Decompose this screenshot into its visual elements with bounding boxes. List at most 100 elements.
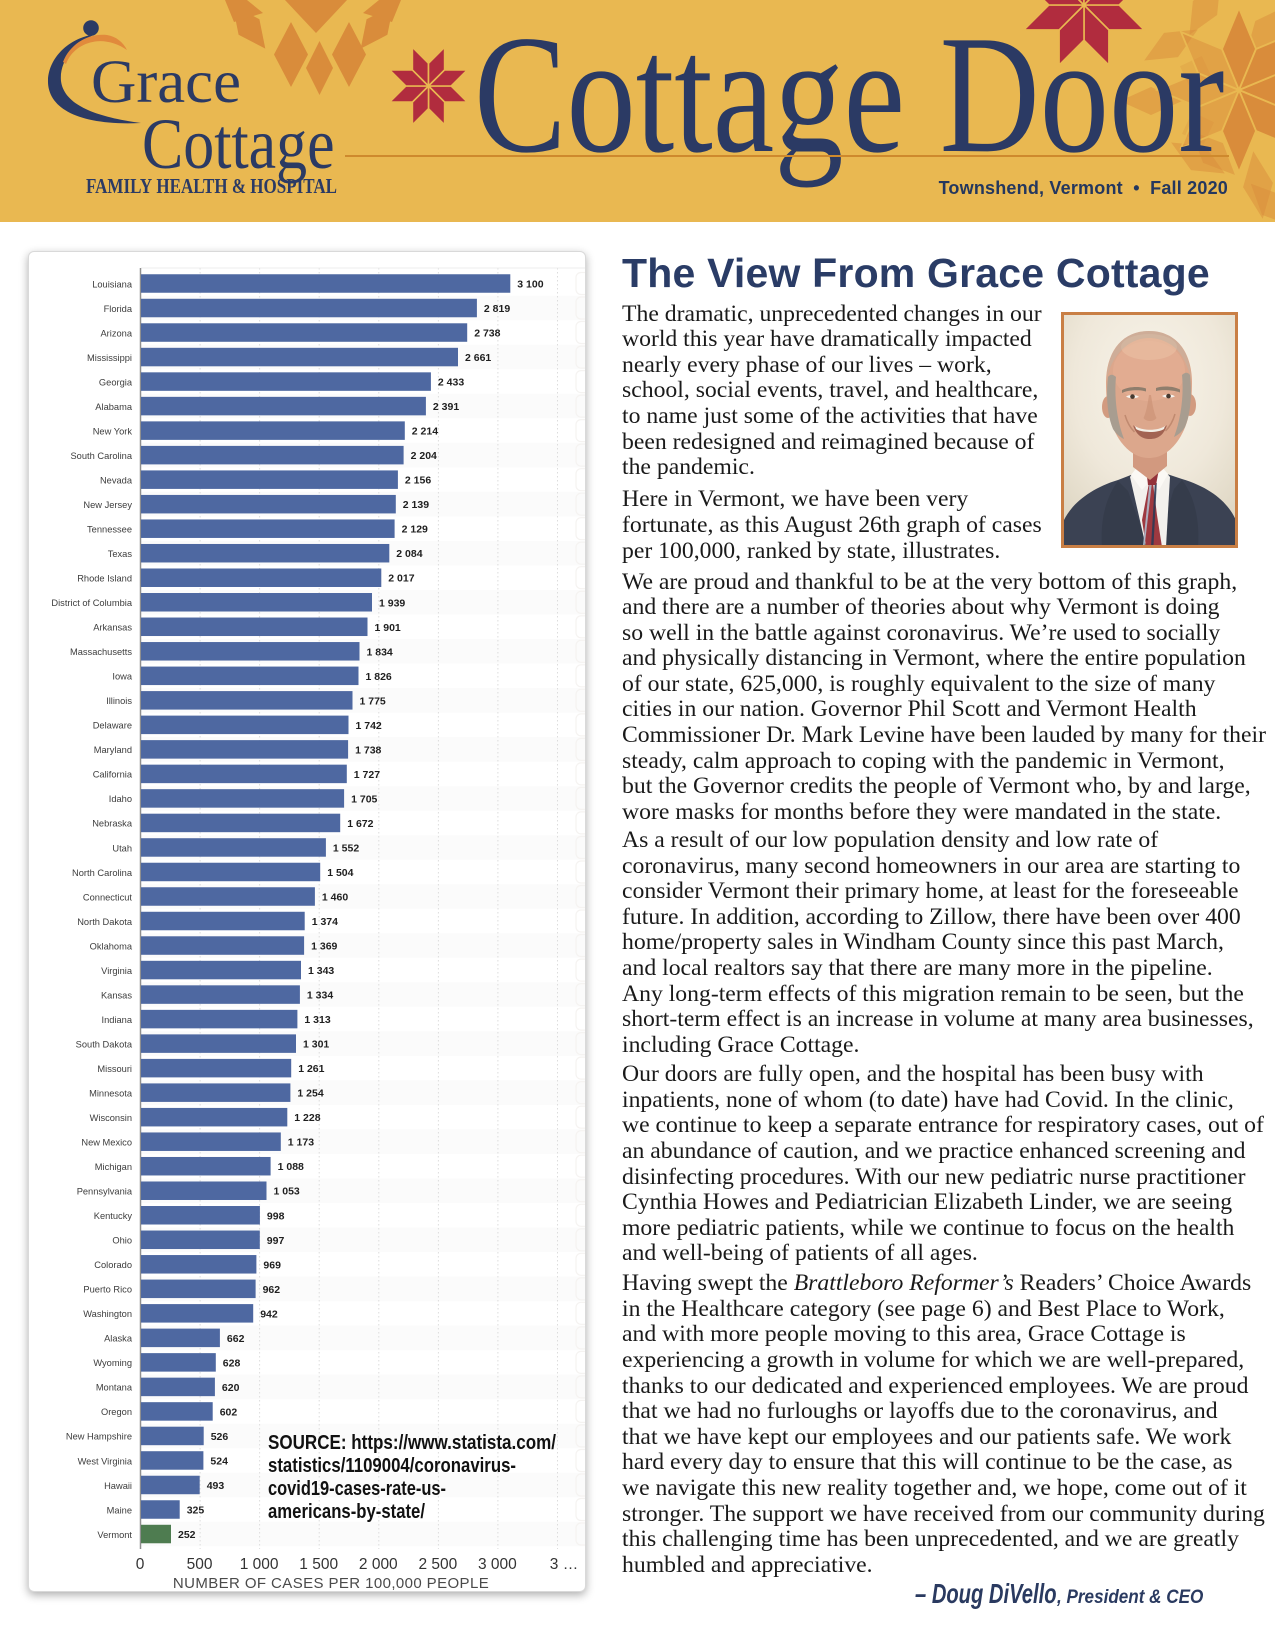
svg-text:662: 662 — [227, 1333, 245, 1345]
svg-text:Puerto Rico: Puerto Rico — [83, 1285, 132, 1295]
svg-text:1 775: 1 775 — [360, 695, 386, 707]
svg-text:Nevada: Nevada — [100, 476, 133, 486]
svg-text:Delaware: Delaware — [93, 721, 132, 731]
svg-text:Vermont: Vermont — [97, 1530, 132, 1540]
svg-text:0: 0 — [136, 1556, 145, 1573]
svg-text:Maine: Maine — [107, 1505, 132, 1515]
svg-text:Utah: Utah — [112, 843, 132, 853]
svg-text:2 156: 2 156 — [405, 475, 431, 487]
svg-text:West Virginia: West Virginia — [78, 1456, 133, 1466]
svg-text:Missouri: Missouri — [97, 1064, 132, 1074]
svg-text:2 139: 2 139 — [403, 499, 429, 511]
svg-text:Massachusetts: Massachusetts — [70, 647, 132, 657]
svg-text:2 433: 2 433 — [438, 377, 464, 389]
svg-text:Rhode Island: Rhode Island — [77, 574, 132, 584]
svg-text:Ohio: Ohio — [112, 1236, 132, 1246]
svg-text:Washington: Washington — [83, 1309, 132, 1319]
svg-text:Texas: Texas — [108, 549, 133, 559]
svg-text:526: 526 — [211, 1431, 229, 1443]
svg-text:North Dakota: North Dakota — [77, 917, 133, 927]
svg-text:Colorado: Colorado — [94, 1260, 132, 1270]
svg-text:628: 628 — [223, 1357, 241, 1369]
svg-text:1 705: 1 705 — [351, 793, 377, 805]
svg-text:3 000: 3 000 — [478, 1556, 517, 1573]
svg-text:Pennsylvania: Pennsylvania — [77, 1187, 133, 1197]
svg-text:Georgia: Georgia — [99, 377, 133, 387]
svg-text:Virginia: Virginia — [101, 966, 133, 976]
svg-text:covid19-cases-rate-us-: covid19-cases-rate-us- — [268, 1478, 446, 1500]
svg-text:Maryland: Maryland — [94, 745, 132, 755]
svg-text:Hawaii: Hawaii — [104, 1481, 132, 1491]
svg-text:620: 620 — [222, 1382, 240, 1394]
svg-text:3 …: 3 … — [550, 1556, 578, 1573]
svg-text:Arkansas: Arkansas — [93, 623, 132, 633]
svg-text:1 369: 1 369 — [311, 941, 337, 953]
svg-text:1 727: 1 727 — [354, 769, 380, 781]
svg-text:Kansas: Kansas — [101, 990, 132, 1000]
svg-text:1 738: 1 738 — [355, 744, 381, 756]
svg-text:South Carolina: South Carolina — [70, 451, 132, 461]
svg-text:Oklahoma: Oklahoma — [90, 941, 133, 951]
svg-text:New Hampshire: New Hampshire — [66, 1432, 132, 1442]
svg-text:1 334: 1 334 — [307, 990, 333, 1002]
svg-text:Kentucky: Kentucky — [94, 1211, 133, 1221]
svg-text:969: 969 — [263, 1259, 281, 1271]
svg-text:Minnesota: Minnesota — [89, 1089, 133, 1099]
svg-text:Alaska: Alaska — [104, 1334, 133, 1344]
svg-text:Iowa: Iowa — [112, 672, 132, 682]
svg-text:1 088: 1 088 — [278, 1161, 304, 1173]
svg-text:1 504: 1 504 — [327, 867, 353, 879]
svg-text:Mississippi: Mississippi — [87, 353, 132, 363]
svg-text:1 261: 1 261 — [298, 1063, 324, 1075]
svg-text:Louisiana: Louisiana — [92, 279, 133, 289]
svg-text:2 000: 2 000 — [359, 1556, 398, 1573]
svg-text:2 500: 2 500 — [419, 1556, 458, 1573]
svg-text:South Dakota: South Dakota — [76, 1039, 133, 1049]
svg-text:2 084: 2 084 — [396, 548, 422, 560]
svg-text:2 738: 2 738 — [474, 328, 500, 340]
svg-text:1 173: 1 173 — [288, 1137, 314, 1149]
svg-text:New York: New York — [93, 426, 133, 436]
svg-text:1 826: 1 826 — [366, 671, 392, 683]
svg-text:500: 500 — [187, 1556, 213, 1573]
svg-text:2 017: 2 017 — [388, 573, 414, 585]
svg-text:3 100: 3 100 — [517, 279, 543, 291]
svg-text:americans-by-state/: americans-by-state/ — [268, 1501, 425, 1523]
svg-text:2 661: 2 661 — [465, 352, 491, 364]
svg-text:1 460: 1 460 — [322, 892, 348, 904]
svg-text:2 391: 2 391 — [433, 401, 459, 413]
svg-text:NUMBER OF CASES PER 100,000 PE: NUMBER OF CASES PER 100,000 PEOPLE — [173, 1575, 489, 1591]
svg-text:2 214: 2 214 — [412, 426, 438, 438]
svg-text:1 301: 1 301 — [303, 1039, 329, 1051]
svg-text:California: California — [93, 770, 133, 780]
svg-text:1 228: 1 228 — [294, 1112, 320, 1124]
svg-text:2 204: 2 204 — [411, 450, 437, 462]
svg-text:524: 524 — [210, 1456, 228, 1468]
svg-text:New Jersey: New Jersey — [83, 500, 132, 510]
svg-text:1 834: 1 834 — [367, 646, 393, 658]
svg-text:2 819: 2 819 — [484, 303, 510, 315]
svg-text:Wyoming: Wyoming — [93, 1358, 132, 1368]
svg-text:1 901: 1 901 — [375, 622, 401, 634]
svg-text:Connecticut: Connecticut — [83, 892, 133, 902]
svg-text:Nebraska: Nebraska — [92, 819, 133, 829]
svg-text:997: 997 — [267, 1235, 285, 1247]
svg-text:North Carolina: North Carolina — [72, 868, 133, 878]
svg-text:statistics/1109004/coronavirus: statistics/1109004/coronavirus- — [268, 1455, 516, 1477]
svg-text:1 552: 1 552 — [333, 843, 359, 855]
svg-text:998: 998 — [267, 1210, 285, 1222]
svg-text:1 313: 1 313 — [304, 1014, 330, 1026]
svg-text:1 500: 1 500 — [299, 1556, 338, 1573]
svg-text:1 374: 1 374 — [312, 916, 338, 928]
svg-text:1 672: 1 672 — [347, 818, 373, 830]
svg-text:962: 962 — [263, 1284, 281, 1296]
svg-text:Montana: Montana — [96, 1383, 133, 1393]
svg-text:Oregon: Oregon — [101, 1407, 132, 1417]
svg-text:2 129: 2 129 — [402, 524, 428, 536]
svg-text:493: 493 — [207, 1480, 225, 1492]
svg-text:1 742: 1 742 — [356, 720, 382, 732]
svg-text:1 053: 1 053 — [274, 1186, 300, 1198]
svg-text:SOURCE: https://www.statista.c: SOURCE: https://www.statista.com/ — [268, 1432, 556, 1454]
svg-text:1 254: 1 254 — [297, 1088, 323, 1100]
svg-text:Florida: Florida — [104, 304, 133, 314]
